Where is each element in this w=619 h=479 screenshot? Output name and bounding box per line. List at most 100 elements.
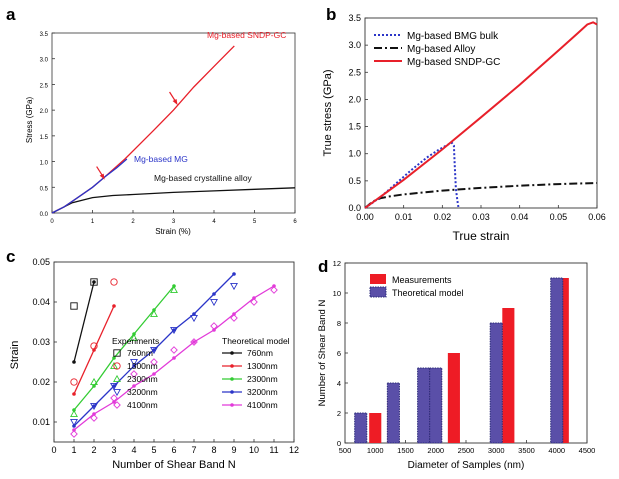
bar-theoretical [489, 322, 503, 444]
y-tick-label: 1.5 [40, 135, 49, 141]
legend-exp-label: 2300nm [127, 374, 158, 384]
x-tick-label: 3000 [488, 446, 505, 455]
legend-text-sndp: Mg-based SNDP-GC [407, 57, 500, 68]
x-tick-label: 0 [50, 219, 54, 225]
x-tick-label: 3500 [518, 446, 535, 455]
y-tick-label: 8 [337, 319, 341, 328]
y-tick-label: 0.04 [32, 297, 50, 307]
model-point [92, 280, 96, 284]
model-line-2300nm [73, 285, 175, 411]
experiment-point [90, 402, 98, 411]
experiment-point [190, 338, 198, 346]
y-tick-label: 1.5 [348, 122, 361, 132]
panel-c: c 0 1 2 3 4 5 6 7 8 9 10 11 120.010.020.030.040.05 E… [6, 247, 299, 471]
experiment-point [130, 333, 138, 342]
panel-b-series [364, 21, 598, 209]
y-tick-label: 0 [337, 439, 341, 448]
legend-exp-label: 4100nm [127, 400, 158, 410]
model-point [72, 392, 76, 396]
y-tick-label: 3.0 [40, 58, 49, 64]
experiment-point [110, 278, 118, 286]
legend-theo-label: 4100nm [247, 400, 278, 410]
y-tick-label: 6 [337, 349, 341, 358]
legend-text-alloy: Mg-based Alloy [407, 44, 475, 55]
legend-exp-label: 1300nm [127, 361, 158, 371]
x-tick-label: 2000 [427, 446, 444, 455]
experiment-point [190, 314, 198, 323]
legend-theo-label: 1300nm [247, 361, 278, 371]
panel-d-series [354, 277, 569, 444]
model-point [152, 372, 156, 376]
x-tick-label: 1500 [397, 446, 414, 455]
x-tick-label: 0.00 [356, 212, 374, 222]
model-point [192, 312, 196, 316]
experiment-point [230, 314, 238, 322]
panel-c-xlabel: Number of Shear Band N [112, 459, 236, 471]
x-tick-label: 3 [111, 445, 116, 455]
x-tick-label: 11 [269, 445, 278, 455]
x-tick-label: 12 [289, 445, 299, 455]
x-tick-label: 0.06 [588, 212, 606, 222]
panel-a-ylabel: Stress (GPa) [25, 97, 34, 144]
experiment-point [170, 285, 178, 294]
x-tick-label: 2 [91, 445, 96, 455]
y-tick-label: 2.5 [40, 83, 49, 89]
panel-c-axes: 0 1 2 3 4 5 6 7 8 9 10 11 120.010.020.030.040.05 [32, 257, 299, 455]
experiment-point [170, 326, 178, 335]
arrow-head [99, 173, 105, 180]
x-tick-label: 4500 [579, 446, 596, 455]
y-tick-label: 2 [337, 409, 341, 418]
legend-theo-marker [230, 390, 234, 394]
experiment-point [70, 409, 78, 418]
x-tick-label: 0.03 [472, 212, 490, 222]
panel-b-xlabel: True strain [453, 229, 510, 243]
legend-exp-marker [113, 349, 121, 357]
x-tick-label: 4 [131, 445, 136, 455]
model-point [192, 340, 196, 344]
legend-theo-title: Theoretical model [222, 336, 290, 346]
legend-theo-label: 3200nm [247, 387, 278, 397]
model-line-760nm [73, 281, 95, 363]
legend-theo-label: 760nm [247, 348, 273, 358]
model-point [172, 356, 176, 360]
model-point [212, 328, 216, 332]
legend-exp-title: Experiments [112, 336, 159, 346]
x-tick-label: 0.01 [395, 212, 413, 222]
series-line-mg-based-mg [51, 158, 128, 214]
legend-swatch-theoretical [369, 286, 387, 298]
model-point [92, 384, 96, 388]
panel-c-legend: Experiments Theoretical model 760nm 760nm… [112, 336, 290, 410]
model-point [112, 304, 116, 308]
experiment-point [150, 309, 158, 318]
legend-theo-marker [230, 377, 234, 381]
experiment-point [90, 414, 98, 422]
experiment-point [110, 382, 118, 391]
experiment-point [110, 394, 118, 402]
panel-b-label: b [326, 5, 336, 24]
panel-a-frame [51, 32, 296, 214]
y-tick-label: 1.0 [348, 149, 361, 159]
legend-exp-marker [113, 362, 121, 370]
x-tick-label: 2 [131, 219, 135, 225]
panel-c-label: c [6, 247, 15, 266]
legend-text-bmg: Mg-based BMG bulk [407, 31, 499, 42]
panel-a-xlabel: Strain (%) [155, 227, 191, 236]
x-tick-label: 1000 [367, 446, 384, 455]
x-tick-label: 10 [249, 445, 259, 455]
legend-exp-label: 3200nm [127, 387, 158, 397]
experiment-point [90, 377, 98, 386]
y-tick-label: 12 [333, 259, 341, 268]
x-tick-label: 7 [191, 445, 196, 455]
panel-d-axes: 500 1000 1500 2000 2500 3000 3500 4000 4500 0 2 4 6 8… [333, 259, 596, 455]
experiment-point [210, 322, 218, 330]
x-tick-label: 0 [51, 445, 56, 455]
bar-theoretical [417, 367, 431, 444]
y-tick-label: 3.5 [40, 32, 49, 38]
experiment-point [90, 342, 98, 350]
experiment-point [230, 282, 238, 291]
experiment-point [130, 370, 138, 378]
y-tick-label: 0.0 [40, 212, 49, 218]
bar-theoretical [354, 412, 368, 444]
y-tick-label: 0.01 [32, 417, 50, 427]
y-tick-label: 10 [333, 289, 341, 298]
